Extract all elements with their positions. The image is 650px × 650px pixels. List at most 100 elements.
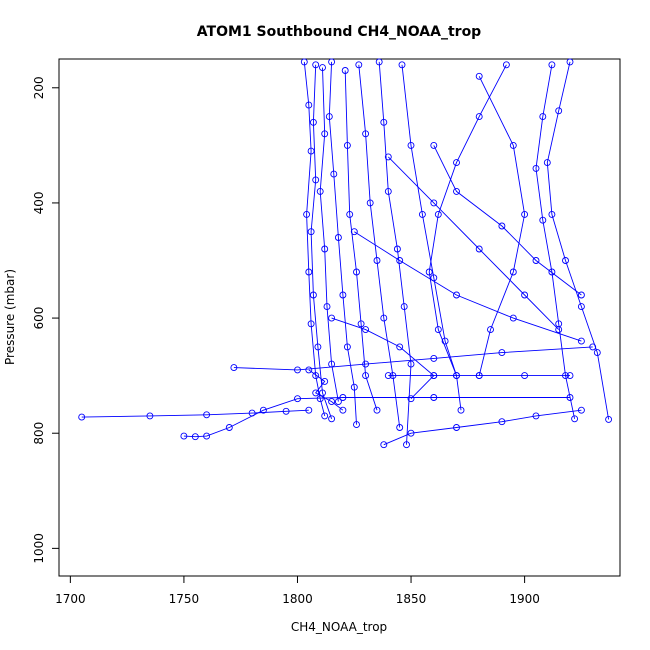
- y-tick-label: 400: [32, 191, 46, 214]
- data-point: [430, 199, 438, 207]
- data-point: [509, 314, 517, 322]
- data-point: [453, 159, 460, 167]
- x-tick-label: 1700: [55, 592, 86, 606]
- series-layer: [78, 58, 613, 449]
- data-point: [362, 326, 370, 334]
- data-point: [78, 413, 86, 421]
- data-point: [487, 326, 494, 334]
- data-point: [146, 412, 154, 420]
- series-line: [546, 61, 610, 420]
- series-line: [183, 397, 570, 438]
- data-point: [566, 372, 574, 380]
- data-point: [562, 257, 569, 264]
- y-axis: 200 400 600 800 1000: [32, 76, 60, 564]
- x-axis: 1700 1750 1800 1850 1900: [55, 575, 540, 606]
- y-tick-label: 600: [32, 307, 46, 330]
- x-tick-label: 1900: [509, 592, 540, 606]
- data-point: [403, 441, 410, 449]
- data-point: [532, 257, 540, 264]
- data-point: [498, 418, 506, 426]
- data-point: [407, 141, 415, 149]
- data-point: [509, 268, 517, 276]
- data-point: [430, 372, 438, 380]
- data-point: [593, 349, 601, 357]
- series-line: [535, 64, 576, 419]
- data-point: [350, 228, 358, 236]
- data-point: [307, 228, 315, 236]
- data-point: [380, 441, 388, 449]
- data-point: [334, 398, 342, 406]
- series-line: [319, 67, 339, 402]
- data-point: [321, 245, 329, 253]
- data-point: [305, 406, 313, 414]
- data-point: [521, 372, 529, 380]
- data-point: [532, 412, 540, 420]
- data-point: [498, 222, 506, 230]
- series-line: [378, 61, 412, 445]
- data-point: [321, 377, 329, 385]
- data-point: [548, 61, 556, 69]
- data-point: [566, 394, 574, 401]
- data-point: [453, 291, 460, 299]
- data-point: [355, 61, 363, 69]
- data-point: [362, 360, 370, 368]
- data-point: [539, 113, 547, 121]
- data-point: [305, 268, 313, 276]
- data-point: [400, 303, 408, 311]
- data-point: [407, 360, 415, 368]
- data-point: [328, 314, 336, 322]
- data-point: [305, 366, 313, 374]
- data-point: [384, 187, 392, 195]
- data-point: [334, 234, 342, 241]
- data-point: [539, 216, 547, 224]
- data-point: [571, 415, 579, 423]
- data-point: [230, 364, 238, 372]
- data-point: [300, 58, 308, 66]
- data-point: [321, 130, 329, 138]
- data-point: [548, 210, 556, 218]
- data-point: [191, 433, 199, 441]
- data-point: [418, 210, 426, 218]
- data-point: [521, 291, 529, 299]
- y-axis-label: Pressure (mbar): [3, 269, 17, 365]
- data-point: [605, 415, 613, 423]
- data-point: [303, 210, 311, 218]
- data-point: [434, 326, 442, 334]
- data-point: [362, 130, 370, 138]
- data-point: [319, 389, 326, 397]
- data-point: [316, 187, 324, 195]
- data-point: [312, 61, 320, 69]
- data-point: [328, 58, 336, 66]
- x-axis-label: CH4_NOAA_trop: [291, 620, 387, 634]
- data-point: [380, 314, 388, 322]
- data-point: [453, 187, 460, 195]
- data-point: [441, 337, 449, 345]
- data-point: [203, 411, 211, 419]
- data-point: [577, 291, 585, 299]
- data-point: [323, 303, 331, 311]
- data-point: [543, 159, 551, 167]
- data-point: [555, 326, 563, 334]
- data-point: [577, 337, 585, 345]
- series-line: [328, 61, 357, 425]
- data-point: [305, 101, 313, 109]
- data-point: [362, 372, 370, 380]
- x-tick-label: 1800: [282, 592, 313, 606]
- data-point: [180, 432, 188, 440]
- data-point: [366, 199, 374, 207]
- plot-frame: [58, 58, 621, 577]
- data-point: [457, 406, 465, 414]
- series-line: [354, 231, 582, 342]
- series-line: [428, 64, 507, 376]
- data-point: [566, 58, 574, 66]
- data-point: [225, 424, 233, 431]
- data-point: [589, 343, 597, 351]
- data-point: [548, 268, 556, 276]
- data-point: [330, 170, 338, 178]
- series-line: [81, 409, 309, 418]
- data-point: [521, 210, 529, 218]
- data-point: [294, 395, 301, 403]
- data-point: [393, 245, 401, 253]
- data-point: [398, 61, 406, 69]
- data-point: [343, 141, 351, 149]
